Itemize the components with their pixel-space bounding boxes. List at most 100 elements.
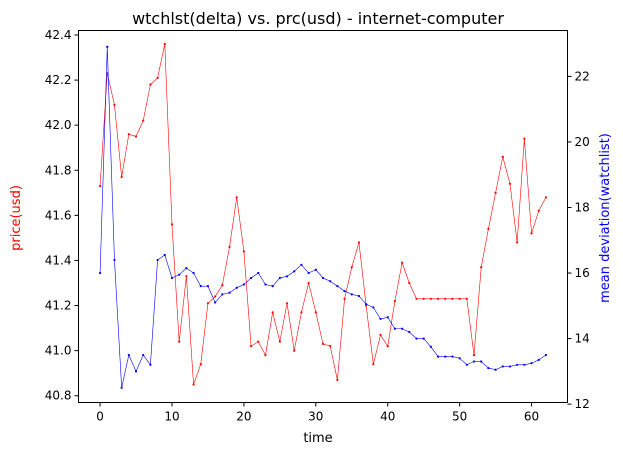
price-point: [120, 175, 123, 179]
price-point: [264, 354, 267, 357]
price-point: [401, 261, 404, 264]
price-point: [185, 275, 188, 278]
x-tick-label: 20: [236, 410, 251, 424]
price-point: [134, 135, 138, 138]
price-point: [228, 245, 231, 249]
x-tick-label: 40: [380, 410, 395, 424]
price-point: [314, 311, 317, 314]
price-point: [199, 363, 202, 366]
watchlist-point: [199, 285, 202, 288]
watchlist-point: [401, 327, 404, 330]
price-point: [163, 42, 166, 46]
watchlist-point: [480, 360, 483, 363]
y-left-tick-label: 41.0: [45, 344, 72, 358]
watchlist-point: [170, 276, 174, 280]
watchlist-point: [293, 270, 296, 273]
price-point: [170, 223, 174, 226]
watchlist-point: [113, 258, 116, 262]
watchlist-point: [372, 306, 375, 309]
price-point: [544, 196, 548, 199]
y-left-tick-label: 42.4: [45, 28, 72, 42]
x-tick-label: 60: [524, 410, 539, 424]
price-point: [508, 182, 512, 185]
watchlist-point: [314, 268, 317, 271]
price-point: [458, 297, 461, 300]
watchlist-point: [249, 276, 253, 280]
y-right-tick-label: 18: [575, 200, 590, 214]
price-point: [480, 266, 483, 269]
y-right-tick-label: 16: [575, 266, 590, 280]
watchlist-point: [185, 267, 188, 270]
price-point: [249, 345, 253, 348]
price-point: [156, 76, 159, 79]
watchlist-point: [142, 353, 145, 357]
watchlist-point: [285, 275, 289, 278]
watchlist-point: [106, 45, 109, 48]
y-axis-right-label: mean deviation(watchlist): [598, 133, 613, 303]
y-right-tick-label: 22: [575, 69, 590, 83]
watchlist-point: [458, 357, 461, 360]
y-left-tick-label: 41.8: [45, 163, 72, 177]
y-left-tick-label: 41.2: [45, 299, 72, 313]
price-point: [537, 209, 540, 212]
price-point: [321, 342, 325, 345]
y-left-tick-label: 42.2: [45, 73, 72, 87]
price-point: [386, 345, 389, 348]
price-point: [142, 119, 145, 122]
watchlist-point: [537, 358, 540, 361]
price-point: [257, 340, 260, 343]
watchlist-point: [451, 355, 454, 358]
price-point: [307, 281, 310, 285]
chart-title: wtchlst(delta) vs. prc(usd) - internet-c…: [132, 9, 504, 28]
watchlist-point: [523, 363, 526, 366]
price-point: [372, 363, 375, 366]
watchlist-point: [206, 285, 210, 288]
price-point: [422, 297, 425, 300]
watchlist-point: [163, 253, 166, 257]
watchlist-point: [544, 353, 548, 357]
watchlist-point: [228, 291, 231, 294]
price-point: [379, 333, 382, 336]
watchlist-point: [429, 345, 432, 348]
watchlist-point: [235, 286, 238, 289]
price-point: [206, 302, 210, 305]
y-left-tick-label: 42.0: [45, 118, 72, 132]
price-point: [530, 232, 533, 235]
price-point: [221, 284, 224, 287]
price-point: [127, 133, 130, 136]
plot-frame: [78, 30, 568, 403]
price-point: [444, 297, 447, 300]
watchlist-point: [242, 283, 245, 286]
x-tick-label: 50: [452, 410, 467, 424]
price-point: [501, 155, 504, 158]
watchlist-point: [307, 271, 310, 275]
watchlist-point: [350, 293, 353, 296]
watchlist-point: [393, 327, 397, 330]
watchlist-point: [300, 263, 303, 266]
watchlist-point: [357, 294, 361, 298]
price-point: [235, 196, 238, 199]
price-point: [343, 297, 346, 300]
y-right-tick-label: 14: [575, 332, 590, 346]
watchlist-point: [487, 366, 490, 370]
price-point: [300, 311, 303, 314]
price-point: [436, 297, 440, 300]
price-point: [271, 311, 274, 314]
price-point: [214, 295, 217, 298]
watchlist-point: [494, 368, 497, 371]
price-point: [516, 241, 519, 244]
watchlist-point: [98, 271, 102, 275]
watchlist-point: [530, 362, 533, 365]
price-point: [415, 297, 418, 300]
watchlist-point: [321, 276, 325, 280]
watchlist-point: [415, 337, 418, 340]
watchlist-point: [127, 353, 130, 357]
watchlist-point: [444, 355, 447, 358]
watchlist-point: [134, 370, 138, 373]
watchlist-point: [365, 303, 368, 306]
x-tick-label: 10: [164, 410, 179, 424]
watchlist-point: [257, 271, 260, 275]
watchlist-point: [120, 386, 123, 389]
y-left-tick-label: 41.4: [45, 253, 72, 267]
